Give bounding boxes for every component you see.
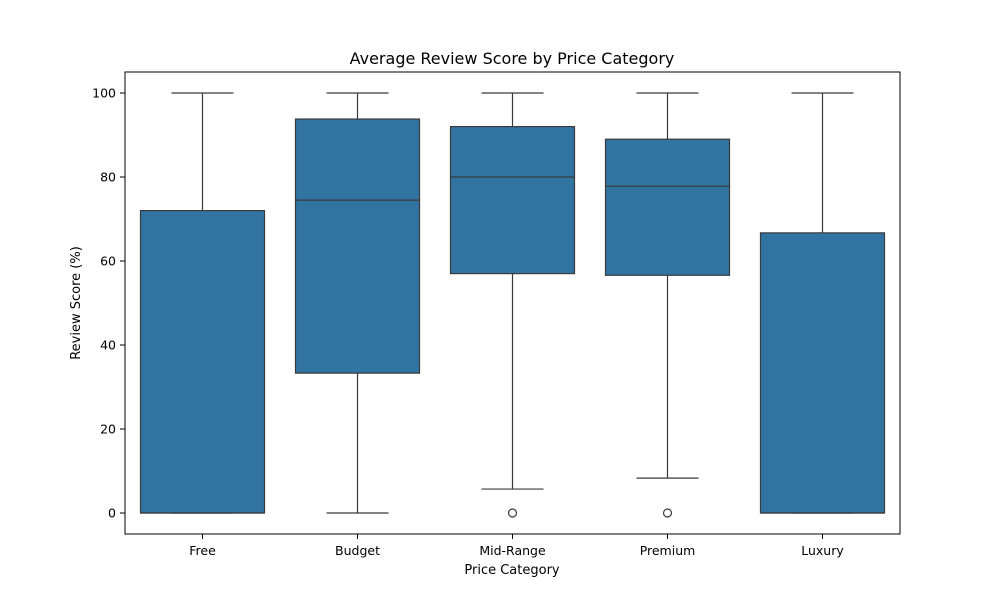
y-tick-label: 80: [100, 170, 116, 185]
chart-title: Average Review Score by Price Category: [350, 49, 675, 68]
y-tick-label: 60: [100, 254, 116, 269]
box-luxury: [759, 92, 886, 514]
y-axis: 0 20 40 60 80 100: [92, 86, 125, 521]
box-iqr: [759, 232, 886, 514]
box-budget: [294, 92, 421, 514]
x-tick-label: Free: [189, 543, 216, 558]
x-tick-label: Premium: [640, 543, 696, 558]
box-iqr: [604, 138, 731, 276]
y-tick-label: 40: [100, 338, 116, 353]
outlier-point: [662, 508, 673, 518]
outlier-point: [507, 508, 518, 518]
x-tick-label: Budget: [335, 543, 380, 558]
box-mid-range: [449, 92, 576, 518]
plot-area: [139, 92, 886, 518]
y-tick-label: 20: [100, 422, 116, 437]
y-tick-label: 0: [108, 506, 116, 521]
box-premium: [604, 92, 731, 518]
x-axis-label: Price Category: [464, 563, 560, 578]
box-iqr: [294, 118, 421, 374]
y-axis-label: Review Score (%): [69, 246, 84, 360]
box-iqr: [449, 125, 576, 275]
x-tick-label: Luxury: [801, 543, 844, 558]
x-tick-label: Mid-Range: [479, 543, 546, 558]
box-iqr: [139, 210, 266, 514]
y-tick-label: 100: [92, 86, 116, 101]
x-axis: Free Budget Mid-Range Premium Luxury: [189, 534, 844, 558]
box-free: [139, 92, 266, 514]
